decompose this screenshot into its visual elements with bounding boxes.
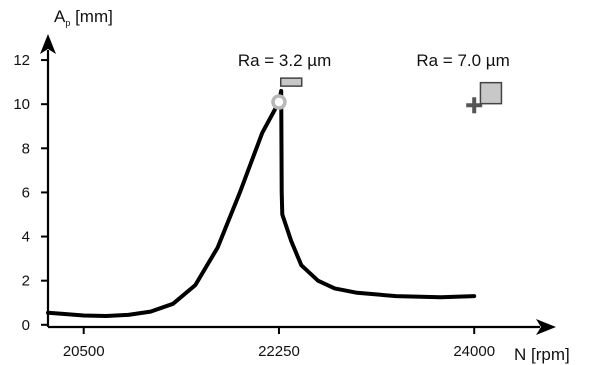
y-tick-label: 0 [22,317,30,334]
circle-marker [271,94,287,110]
x-tick-label: 22250 [258,343,300,360]
x-ticks: 20500 22250 24000 [63,327,495,360]
y-tick-label: 12 [13,52,30,69]
roughness-annotation-label: Ra = 3.2 µm [238,51,331,70]
x-tick-label: 24000 [453,343,495,360]
plus-marker [466,97,483,114]
series-line [46,88,477,318]
x-axis-arrow [536,319,556,335]
x-tick-label: 20500 [63,343,105,360]
y-tick-label: 6 [22,184,30,201]
roughness-swatch [279,77,303,87]
roughness-swatch [479,81,503,105]
y-axis-label-main: A [54,7,66,26]
data-series-layer [46,88,477,318]
y-axis-label: Ap [mm] [54,7,113,28]
y-tick-label: 4 [22,229,30,246]
roughness-annotation-label: Ra = 7.0 µm [416,51,509,70]
marker-layer [271,94,483,114]
y-tick-label: 10 [13,96,30,113]
y-axis-arrow [40,34,56,54]
axes: 20500 22250 24000 0 2 4 6 8 10 12 N [rpm] Ap [mm… [13,7,569,364]
x-axis-label: N [rpm] [514,345,570,364]
y-ticks: 0 2 4 6 8 10 12 [13,52,48,334]
y-axis-label-unit: [mm] [70,7,113,26]
plot-area: Ra = 3.2 µm Ra = 7.0 µm [46,51,510,318]
y-tick-label: 8 [22,140,30,157]
annotation-layer: Ra = 3.2 µm Ra = 7.0 µm [238,51,510,105]
y-axis-label-sub: p [65,18,70,28]
y-tick-label: 2 [22,273,30,290]
